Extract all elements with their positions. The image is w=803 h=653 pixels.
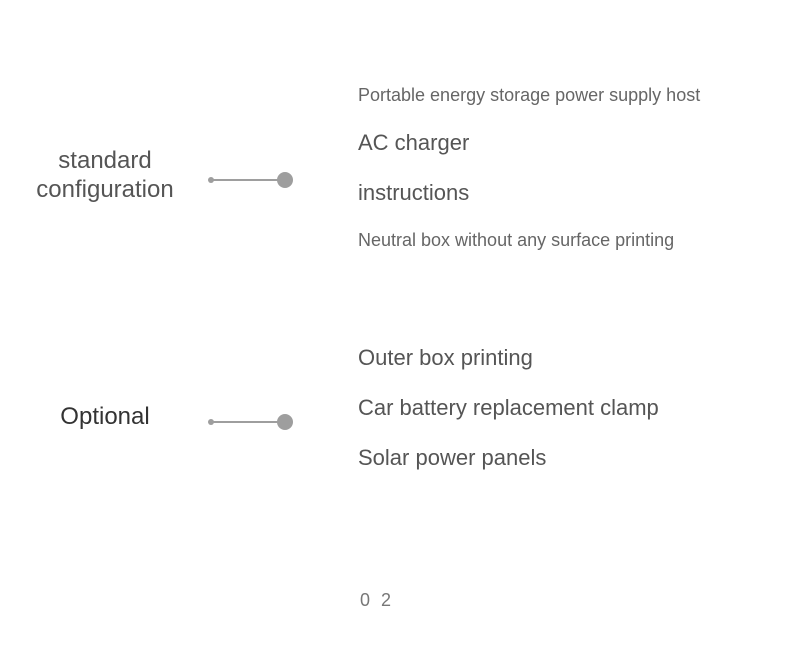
optional-items: Outer box printing Car battery replacemen… bbox=[358, 345, 659, 471]
standard-label-line1: standard bbox=[20, 147, 190, 176]
standard-items: Portable energy storage power supply hos… bbox=[358, 85, 700, 251]
list-item: Outer box printing bbox=[358, 345, 659, 371]
connector-icon bbox=[205, 170, 305, 190]
page-number: 0 2 bbox=[360, 590, 394, 611]
list-item: Neutral box without any surface printing bbox=[358, 230, 700, 251]
connector-icon bbox=[205, 412, 305, 432]
standard-label: standard configuration bbox=[20, 147, 190, 205]
list-item: Car battery replacement clamp bbox=[358, 395, 659, 421]
list-item: Portable energy storage power supply hos… bbox=[358, 85, 700, 106]
list-item: instructions bbox=[358, 180, 700, 206]
list-item: AC charger bbox=[358, 130, 700, 156]
list-item: Solar power panels bbox=[358, 445, 659, 471]
optional-label: Optional bbox=[20, 403, 190, 432]
standard-label-line2: configuration bbox=[20, 176, 190, 205]
